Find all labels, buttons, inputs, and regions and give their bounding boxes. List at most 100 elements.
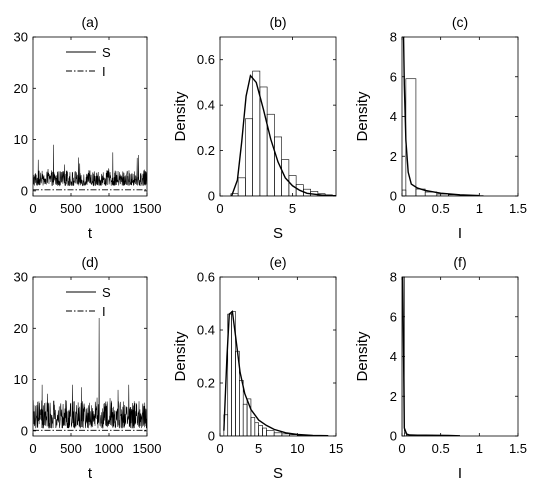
x-axis-label: I xyxy=(458,465,462,482)
x-tick-label: 1000 xyxy=(95,441,124,456)
legend: SI xyxy=(66,45,111,79)
axes-box xyxy=(32,36,148,197)
y-axis-label: Density xyxy=(172,91,189,142)
axes-box xyxy=(219,36,337,197)
x-tick-label: 0 xyxy=(398,201,405,216)
y-tick-label: 30 xyxy=(14,30,28,45)
plot-marks xyxy=(33,318,147,431)
y-tick-label: 6 xyxy=(390,69,397,84)
x-tick-label: 0.5 xyxy=(432,441,450,456)
panel-title: (f) xyxy=(453,254,466,270)
histogram-bar xyxy=(237,177,246,196)
y-tick-label: 2 xyxy=(390,149,397,164)
legend-label-i: I xyxy=(102,64,106,79)
x-tick-label: 1500 xyxy=(133,201,162,216)
density-curve xyxy=(402,277,461,436)
histogram-bar xyxy=(266,430,275,436)
density-curve xyxy=(230,74,336,196)
legend-label-s: S xyxy=(102,45,111,60)
histogram-bar xyxy=(402,189,407,196)
plot-marks xyxy=(402,37,484,196)
x-tick-label: 10 xyxy=(290,441,304,456)
panel-e: 0 5 10 15 0 0.2 0.4 0.6 (e) S Density xyxy=(172,254,343,482)
y-tick-label: 20 xyxy=(14,81,28,96)
x-tick-label: 5 xyxy=(289,201,296,216)
y-tick-label: 10 xyxy=(14,372,28,387)
y-tick-label: 30 xyxy=(14,270,28,285)
histogram-bar xyxy=(262,427,267,436)
histogram-bar xyxy=(250,417,256,436)
axes-box xyxy=(219,276,337,437)
panel-a: 0 500 1000 1500 0 10 20 30 (a) t SI xyxy=(14,14,162,242)
x-tick-label: 0 xyxy=(216,441,223,456)
legend-label-i: I xyxy=(102,304,106,319)
y-tick-label: 0 xyxy=(390,429,397,444)
y-tick-label: 0 xyxy=(21,423,28,438)
y-tick-label: 4 xyxy=(390,109,397,124)
plot-marks xyxy=(223,310,329,436)
series-line-s xyxy=(33,144,147,187)
histogram-bar xyxy=(242,403,248,436)
y-tick-label: 0.4 xyxy=(197,98,215,113)
x-tick-label: 1 xyxy=(476,441,483,456)
plot-marks xyxy=(402,277,461,436)
y-tick-label: 2 xyxy=(390,389,397,404)
x-axis-label: S xyxy=(273,465,283,482)
panel-title: (a) xyxy=(81,14,98,30)
panel-title: (e) xyxy=(269,254,286,270)
histogram-bar xyxy=(254,422,259,436)
y-tick-label: 8 xyxy=(390,270,397,285)
x-tick-label: 1.5 xyxy=(509,441,527,456)
y-tick-label: 4 xyxy=(390,349,397,364)
x-tick-label: 1.5 xyxy=(509,201,527,216)
panel-title: (b) xyxy=(269,14,286,30)
histogram-bar xyxy=(245,118,253,196)
y-axis-label: Density xyxy=(354,331,371,382)
axes-box xyxy=(32,276,148,437)
density-curve xyxy=(402,37,480,196)
x-tick-label: 500 xyxy=(60,201,82,216)
x-tick-label: 0 xyxy=(216,201,223,216)
histogram-bar xyxy=(259,86,268,196)
y-tick-label: 0 xyxy=(208,429,215,444)
panel-title: (c) xyxy=(452,14,468,30)
y-tick-label: 0.6 xyxy=(197,270,215,285)
panel-b: 0 5 0 0.2 0.4 0.6 (b) S Density xyxy=(172,14,337,242)
y-tick-label: 10 xyxy=(14,132,28,147)
x-tick-label: 1000 xyxy=(95,201,124,216)
x-tick-label: 0 xyxy=(29,201,36,216)
x-tick-label: 0 xyxy=(29,441,36,456)
x-tick-label: 1 xyxy=(476,201,483,216)
x-axis-label: t xyxy=(88,225,93,242)
x-axis-label: I xyxy=(458,225,462,242)
y-tick-label: 0.2 xyxy=(197,376,215,391)
legend-label-s: S xyxy=(102,285,111,300)
panel-title: (d) xyxy=(81,254,98,270)
density-curve xyxy=(223,310,329,436)
x-tick-label: 15 xyxy=(329,441,343,456)
legend: SI xyxy=(66,285,111,319)
plot-marks xyxy=(230,70,336,196)
axes-box xyxy=(401,276,519,437)
x-tick-label: 5 xyxy=(255,441,262,456)
x-axis-label: S xyxy=(273,225,283,242)
y-tick-label: 6 xyxy=(390,309,397,324)
series-line-s xyxy=(33,318,147,429)
x-tick-label: 1500 xyxy=(133,441,162,456)
y-axis-label: Density xyxy=(354,91,371,142)
y-tick-label: 20 xyxy=(14,321,28,336)
histogram-bar xyxy=(239,380,244,436)
y-tick-label: 8 xyxy=(390,30,397,45)
y-tick-label: 0.2 xyxy=(197,143,215,158)
x-tick-label: 0.5 xyxy=(432,201,450,216)
y-tick-label: 0 xyxy=(208,189,215,204)
y-tick-label: 0.6 xyxy=(197,52,215,67)
y-tick-label: 0 xyxy=(21,183,28,198)
panel-f: 0 0.5 1 1.5 0 2 4 6 8 (f) I Density xyxy=(354,254,527,482)
plot-marks xyxy=(33,144,147,191)
y-tick-label: 0.4 xyxy=(197,323,215,338)
panel-d: 0 500 1000 1500 0 10 20 30 (d) t SI xyxy=(14,254,162,482)
y-tick-label: 0 xyxy=(390,189,397,204)
x-axis-label: t xyxy=(88,465,93,482)
